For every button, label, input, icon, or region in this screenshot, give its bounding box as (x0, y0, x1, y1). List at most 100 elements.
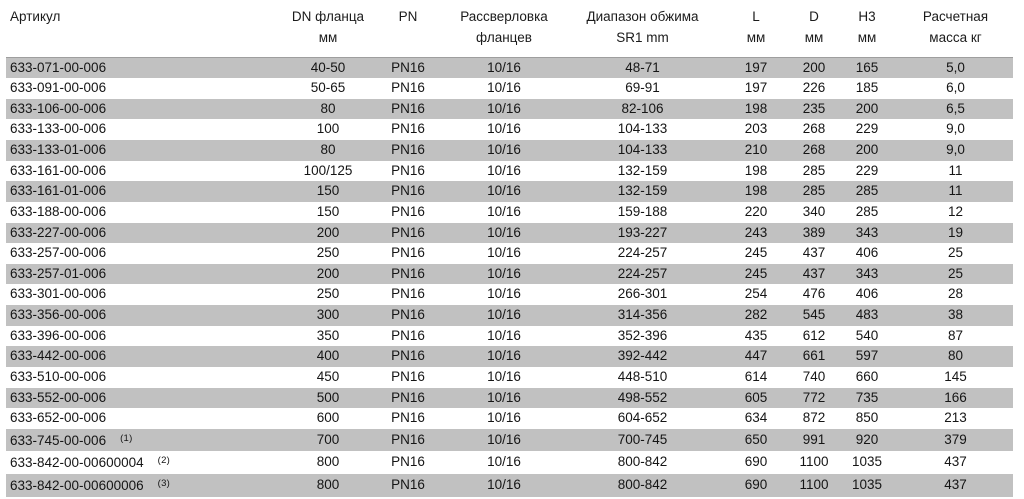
cell-l: 690 (744, 477, 768, 492)
cell-drilling: 10/16 (487, 183, 521, 199)
cell-article: 633-091-00-006 (6, 78, 283, 99)
cell-pn: PN16 (391, 121, 425, 137)
cell-d: 437 (802, 245, 826, 261)
table-row: 633-133-00-006 100 PN16 10/16 104-133 203 268 2… (6, 119, 1013, 140)
cell-article: 633-133-01-006 (6, 140, 283, 161)
cell-pn: PN16 (391, 410, 425, 426)
cell-l: 243 (744, 224, 768, 240)
table-row: 633-257-01-006 200 PN16 10/16 224-257 245 437 3… (6, 263, 1013, 285)
column-header-mass: Расчетная масса кг (898, 0, 1013, 57)
table-row: 633-301-00-006 250 PN16 10/16 266-301 254 476 4… (6, 284, 1013, 305)
cell-drilling: 10/16 (487, 245, 521, 261)
cell-d: 872 (802, 410, 826, 426)
cell-mass: 25 (947, 245, 964, 261)
column-header-line1: L (752, 9, 760, 24)
cell-l: 690 (744, 454, 768, 470)
cell-article: 633-552-00-006 (6, 388, 283, 409)
cell-range: 448-510 (617, 368, 668, 384)
cell-h3: 850 (855, 410, 879, 426)
cell-article: 633-745-00-006 (1) (6, 429, 283, 452)
cell-d: 991 (802, 431, 826, 447)
table-row: 633-161-00-006 100/125 PN16 10/16 132-159 198… (6, 161, 1013, 182)
cell-l: 197 (720, 56, 792, 79)
cell-l: 605 (744, 389, 768, 405)
cell-range: 604-652 (617, 410, 668, 426)
cell-h3: 406 (855, 245, 879, 261)
column-header-line2: мм (804, 30, 824, 45)
cell-dn: 400 (316, 348, 340, 364)
table-row: 633-442-00-006 400 PN16 10/16 392-442 447 661 5… (6, 346, 1013, 367)
cell-h3: 229 (855, 162, 879, 178)
article-number: 633-106-00-006 (10, 100, 107, 116)
table-row: 633-745-00-006 (1) 700 PN16 10/16 700-745 650 9… (6, 428, 1013, 452)
column-header-line2: мм (746, 30, 766, 45)
article-number: 633-133-01-006 (10, 142, 107, 157)
article-number: 633-356-00-006 (10, 307, 107, 322)
column-header-range: Диапазон обжима SR1 mm (565, 0, 720, 57)
footnote-marker: (2) (157, 455, 171, 467)
cell-dn: 300 (316, 307, 340, 322)
cell-h3: 229 (855, 121, 879, 137)
cell-d: 476 (802, 286, 826, 302)
cell-l: 245 (744, 245, 768, 261)
cell-d: 226 (802, 80, 826, 96)
cell-h3: 920 (855, 431, 879, 447)
cell-range: 800-842 (617, 477, 668, 492)
cell-h3: 285 (855, 203, 879, 219)
cell-article: 633-652-00-006 (6, 408, 283, 429)
table-row: 633-161-01-006 150 PN16 10/16 132-159 198 285 2… (6, 181, 1013, 202)
footnote-marker: (1) (120, 432, 133, 444)
column-header-line1: PN (398, 9, 418, 24)
cell-dn: 700 (316, 431, 340, 447)
column-header-line1: Артикул (10, 9, 61, 24)
cell-article: 633-842-00-00600006 (3) (6, 474, 283, 497)
cell-mass: 379 (944, 431, 967, 447)
article-number: 633-188-00-006 (10, 203, 107, 219)
cell-h3: 735 (855, 389, 879, 405)
cell-range: 800-842 (617, 454, 668, 470)
article-number: 633-652-00-006 (10, 410, 107, 426)
column-header-line2 (373, 27, 443, 48)
cell-dn: 100/125 (303, 162, 353, 178)
cell-article: 633-356-00-006 (6, 305, 283, 326)
table-row: 633-133-01-006 80 PN16 10/16 104-133 210 268 20… (6, 140, 1013, 161)
cell-l: 210 (744, 142, 768, 157)
table-row: 633-652-00-006 600 PN16 10/16 604-652 634 872 8… (6, 408, 1013, 429)
cell-pn: PN16 (391, 265, 425, 281)
cell-dn: 200 (316, 224, 340, 240)
cell-pn: PN16 (391, 477, 425, 492)
cell-h3: 406 (855, 286, 879, 302)
cell-article: 633-510-00-006 (6, 367, 283, 388)
cell-range: 266-301 (617, 286, 668, 302)
cell-range: 82-106 (621, 100, 664, 116)
column-header-line2: SR1 mm (616, 30, 669, 45)
article-number: 633-745-00-006 (10, 432, 107, 448)
cell-mass: 9,0 (946, 142, 965, 157)
cell-pn: PN16 (391, 203, 425, 219)
table-row: 633-396-00-006 350 PN16 10/16 352-396 435 612 5… (6, 326, 1013, 347)
cell-l: 198 (744, 183, 768, 199)
cell-l: 650 (744, 431, 768, 447)
cell-article: 633-257-00-006 (6, 243, 283, 264)
cell-d: 235 (802, 100, 826, 116)
cell-range: 314-356 (617, 307, 668, 322)
table-row: 633-257-00-006 250 PN16 10/16 224-257 245 437 4… (6, 243, 1013, 264)
table-row: 633-842-00-00600006 (3) 800 PN16 10/16 800-84… (6, 474, 1013, 497)
cell-article: 633-188-00-006 (6, 202, 283, 223)
cell-article: 633-396-00-006 (6, 326, 283, 347)
cell-d: 612 (802, 327, 826, 343)
article-number: 633-091-00-006 (10, 80, 107, 96)
article-number: 633-842-00-00600006 (10, 478, 144, 493)
column-header-dn: DN фланца мм (283, 0, 373, 57)
cell-dn: 800 (316, 454, 340, 470)
cell-range: 700-745 (617, 431, 668, 447)
article-number: 633-133-00-006 (10, 121, 107, 137)
cell-dn: 250 (316, 245, 340, 261)
article-number: 633-161-00-006 (10, 162, 107, 178)
cell-drilling: 10/16 (487, 368, 521, 384)
cell-l: 614 (744, 368, 768, 384)
cell-mass: 19 (947, 224, 964, 240)
article-number: 633-257-00-006 (10, 245, 107, 261)
article-number: 633-301-00-006 (10, 286, 107, 302)
cell-l: 447 (744, 348, 768, 364)
